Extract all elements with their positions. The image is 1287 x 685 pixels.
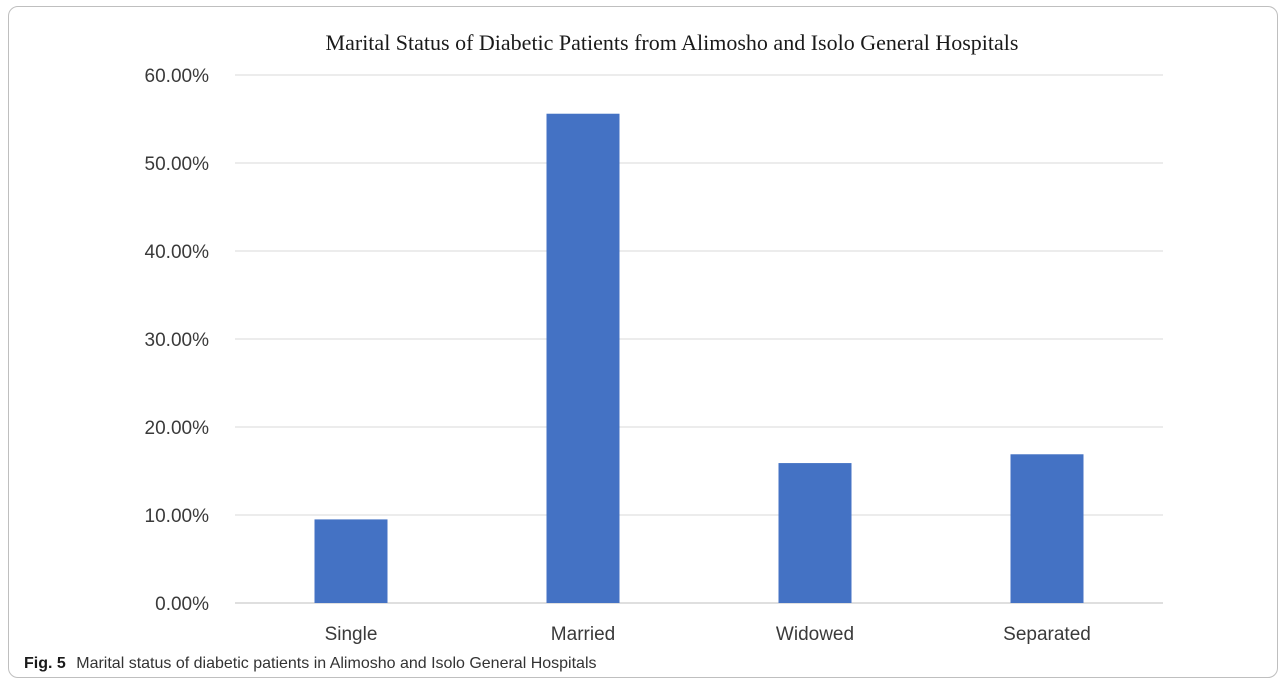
figure-caption: Fig. 5 Marital status of diabetic patien… <box>24 655 597 673</box>
x-axis-categories: Single Married Widowed Separated <box>325 624 1091 645</box>
figure-caption-text: Marital status of diabetic patients in A… <box>76 655 596 672</box>
y-tick-label: 0.00% <box>155 594 209 615</box>
category-label-widowed: Widowed <box>776 624 854 645</box>
bar-single <box>315 519 388 603</box>
y-axis-ticks: 0.00% 10.00% 20.00% 30.00% 40.00% 50.00% 60.00… <box>145 66 210 615</box>
y-tick-label: 20.00% <box>145 418 210 439</box>
bar-widowed <box>779 463 852 603</box>
y-tick-label: 40.00% <box>145 242 210 263</box>
bars <box>315 114 1084 603</box>
y-tick-label: 50.00% <box>145 154 210 175</box>
chart-title: Marital Status of Diabetic Patients from… <box>326 30 1019 55</box>
bar-separated <box>1011 454 1084 603</box>
category-label-single: Single <box>325 624 378 645</box>
bar-married <box>547 114 620 603</box>
y-tick-label: 30.00% <box>145 330 210 351</box>
y-tick-label: 10.00% <box>145 506 210 527</box>
figure-number: Fig. 5 <box>24 655 66 672</box>
y-tick-label: 60.00% <box>145 66 210 87</box>
category-label-separated: Separated <box>1003 624 1091 645</box>
category-label-married: Married <box>551 624 615 645</box>
